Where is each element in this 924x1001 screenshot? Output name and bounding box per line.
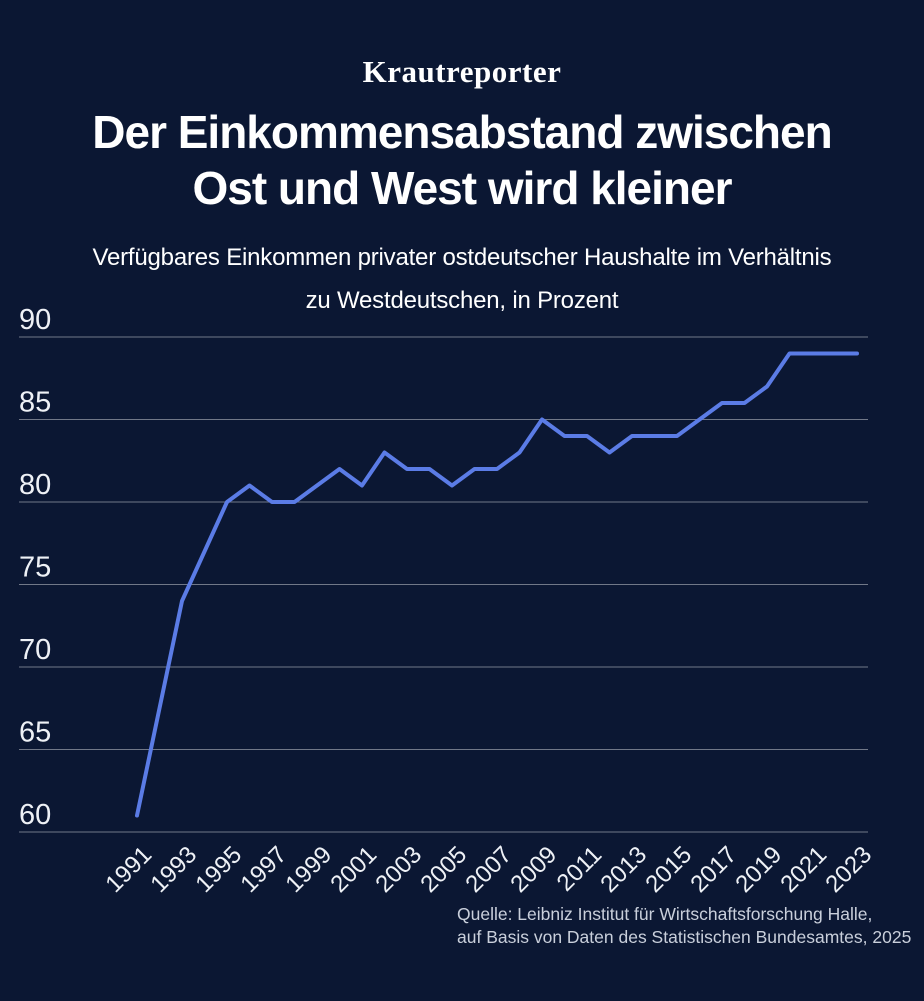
x-axis-tick-label: 2013: [595, 841, 652, 898]
y-axis-tick-label: 65: [19, 717, 51, 749]
y-axis-tick-label: 85: [19, 387, 51, 419]
x-axis-tick-label: 1999: [280, 841, 337, 898]
chart-title-line1: Der Einkommensabstand zwischen: [92, 106, 832, 158]
x-axis-tick-label: 1991: [100, 841, 157, 898]
x-axis-tick-label: 2017: [685, 841, 742, 898]
x-axis-tick-label: 2005: [415, 841, 472, 898]
x-axis-tick-label: 1993: [145, 841, 202, 898]
x-axis-tick-label: 2007: [460, 841, 517, 898]
y-axis-tick-label: 80: [19, 469, 51, 501]
y-axis-tick-label: 90: [19, 304, 51, 336]
y-axis-tick-label: 75: [19, 552, 51, 584]
chart-subtitle: Verfügbares Einkommen privater ostdeutsc…: [0, 236, 924, 322]
chart-subtitle-line2: zu Westdeutschen, in Prozent: [305, 287, 619, 314]
chart-title: Der Einkommensabstand zwischen Ost und W…: [0, 104, 924, 216]
x-axis-tick-label: 2015: [640, 841, 697, 898]
source-credit-line1: Quelle: Leibniz Institut für Wirtschafts…: [457, 904, 873, 924]
data-line: [135, 351, 859, 818]
x-axis-tick-label: 2011: [552, 841, 608, 897]
source-credit: Quelle: Leibniz Institut für Wirtschafts…: [457, 903, 911, 949]
x-axis-tick-label: 1995: [190, 841, 247, 898]
x-axis-tick-label: 1997: [235, 841, 292, 898]
x-axis-tick-label: 2009: [505, 841, 562, 898]
x-axis-tick-label: 2021: [775, 841, 832, 898]
x-axis-tick-label: 2003: [370, 841, 427, 898]
chart-title-line2: Ost und West wird kleiner: [192, 162, 732, 214]
x-axis-tick-label: 2023: [820, 841, 877, 898]
chart-subtitle-line1: Verfügbares Einkommen privater ostdeutsc…: [92, 244, 832, 271]
source-credit-line2: auf Basis von Daten des Statistischen Bu…: [457, 927, 912, 947]
krautreporter-logo: Krautreporter: [362, 54, 562, 89]
x-axis-tick-label: 2019: [730, 841, 787, 898]
x-axis-tick-label: 2001: [325, 841, 382, 898]
y-axis-tick-label: 70: [19, 634, 51, 666]
y-axis-tick-label: 60: [19, 799, 51, 831]
